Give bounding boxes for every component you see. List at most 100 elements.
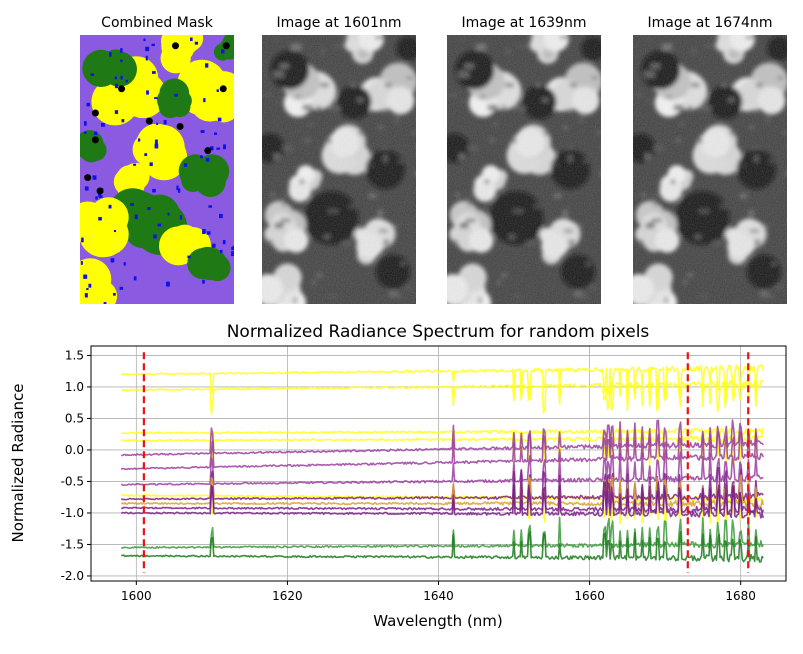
mask-speck	[221, 49, 225, 54]
mask-speck	[202, 229, 206, 234]
mask-speck	[151, 43, 155, 47]
mask-speck	[200, 130, 205, 133]
image-grain	[262, 35, 416, 304]
mask-region	[160, 43, 191, 74]
image-1674nm	[633, 35, 787, 304]
mask-speck	[178, 188, 181, 193]
series-line-purple-3	[120, 449, 764, 487]
mask-speck	[231, 251, 234, 257]
mask-speck	[145, 46, 150, 52]
mask-speck	[222, 239, 226, 245]
series-line-yellow-2	[121, 379, 764, 416]
series-line-green-1	[120, 516, 764, 550]
mask-speck	[86, 102, 91, 107]
mask-speck	[179, 215, 183, 220]
mask-speck	[157, 223, 162, 227]
mask-point	[118, 85, 126, 93]
x-tick-label: 1620	[272, 589, 303, 603]
mask-speck	[206, 231, 211, 235]
mask-speck	[125, 79, 128, 83]
image-grain	[447, 35, 601, 304]
panel-title-mask: Combined Mask	[101, 15, 214, 31]
mask-speck	[156, 122, 159, 125]
mask-speck	[114, 76, 117, 80]
mask-speck	[153, 234, 157, 239]
mask-point	[91, 136, 99, 144]
x-axis-label: Wavelength (nm)	[373, 612, 503, 630]
mask-speck	[80, 261, 83, 265]
mask-speck	[94, 131, 98, 135]
mask-speck	[83, 131, 87, 134]
mask-point	[176, 122, 184, 130]
mask-speck	[120, 48, 123, 53]
mask-speck	[174, 93, 178, 97]
mask-speck	[203, 98, 206, 103]
mask-speck	[123, 262, 126, 266]
x-tick-label: 1600	[121, 589, 152, 603]
y-tick-label: -2.0	[61, 569, 84, 583]
panel-title-1639: Image at 1639nm	[462, 15, 587, 31]
mask-speck	[98, 192, 102, 198]
y-axis-label: Normalized Radiance	[9, 384, 27, 543]
mask-speck	[100, 122, 105, 127]
mask-speck	[223, 144, 226, 150]
mask-speck	[143, 38, 146, 42]
chart-title: Normalized Radiance Spectrum for random …	[227, 322, 650, 342]
mask-speck	[130, 203, 134, 206]
mask-speck	[88, 283, 92, 288]
mask-point	[219, 85, 227, 93]
mask-speck	[214, 132, 217, 135]
mask-speck	[92, 175, 97, 180]
mask-speck	[138, 138, 141, 142]
mask-speck	[219, 213, 223, 219]
mask-speck	[109, 51, 112, 57]
mask-speck	[95, 196, 98, 200]
mask-speck	[119, 286, 124, 290]
mask-speck	[205, 63, 209, 68]
mask-point	[222, 42, 230, 50]
mask-speck	[84, 293, 88, 298]
y-tick-label: 1.0	[65, 380, 84, 394]
mask-speck	[194, 41, 199, 45]
y-tick-label: 0.5	[65, 411, 84, 425]
mask-speck	[154, 143, 159, 149]
mask-speck	[145, 55, 148, 61]
mask-speck	[86, 288, 89, 291]
mask-point	[204, 147, 212, 155]
panel-title-1674: Image at 1674nm	[648, 15, 773, 31]
mask-speck	[216, 147, 221, 150]
axis-ticks: 1600 1620 1640 1660 1680 1.5 1.0 0.5 0.0 -0.5 -1.0…	[61, 348, 756, 603]
mask-speck	[200, 155, 203, 159]
mask-speck	[217, 117, 222, 122]
series-lines	[120, 363, 765, 563]
mask-speck	[187, 255, 191, 259]
mask-speck	[165, 281, 170, 287]
mask-speck	[134, 214, 138, 220]
mask-speck	[152, 188, 156, 193]
mask-speck	[98, 217, 102, 221]
mask-speck	[209, 146, 214, 151]
mask-speck	[144, 153, 148, 157]
texture-patch	[415, 170, 416, 177]
mask-region	[99, 49, 132, 81]
mask-speck	[190, 37, 193, 42]
series-line-green-2	[121, 530, 764, 563]
image-grain	[633, 35, 787, 304]
mask-region	[154, 148, 183, 177]
mask-speck	[84, 121, 87, 126]
y-tick-label: 0.0	[65, 443, 84, 457]
y-tick-label: -0.5	[61, 474, 84, 488]
texture-patch	[786, 170, 787, 177]
mask-speck	[154, 139, 158, 144]
y-tick-label: 1.5	[65, 348, 84, 362]
series-line-purple-6	[120, 484, 765, 519]
mask-region	[80, 270, 111, 304]
mask-speck	[147, 207, 151, 210]
mask-speck	[216, 89, 219, 92]
image-1601nm	[262, 35, 416, 304]
mask-speck	[208, 205, 213, 208]
x-tick-label: 1640	[423, 589, 454, 603]
wavelength-markers	[142, 352, 750, 573]
mask-speck	[202, 279, 205, 284]
